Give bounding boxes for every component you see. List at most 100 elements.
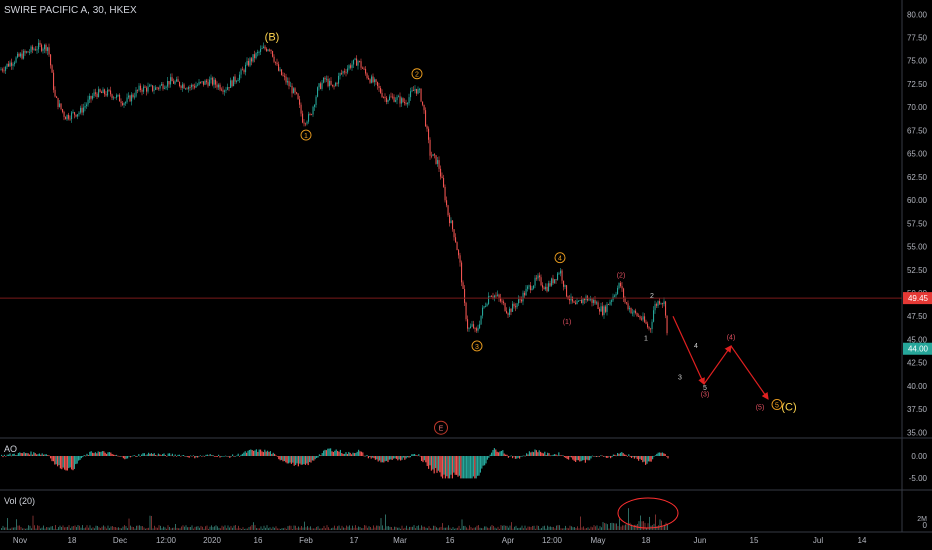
volume-bar bbox=[73, 526, 74, 530]
volume-bar bbox=[509, 525, 511, 530]
candle-body bbox=[318, 83, 320, 88]
volume-bar bbox=[149, 515, 151, 530]
candle-body bbox=[17, 53, 19, 58]
candle-body bbox=[42, 49, 44, 51]
ao-bar bbox=[512, 456, 514, 459]
volume-bar bbox=[515, 525, 517, 530]
candle-body bbox=[275, 61, 277, 63]
ao-bar bbox=[338, 451, 340, 456]
candle-body bbox=[63, 111, 65, 117]
candle-body bbox=[267, 49, 269, 51]
y-tick-label: 57.50 bbox=[907, 219, 928, 228]
candle-body bbox=[602, 306, 604, 316]
reference-price-tag bbox=[903, 292, 932, 305]
volume-bar bbox=[41, 527, 43, 530]
candle-body bbox=[270, 49, 272, 52]
candle-body bbox=[8, 63, 10, 67]
candle-body bbox=[30, 46, 32, 52]
ao-bar bbox=[9, 453, 11, 456]
volume-bar bbox=[265, 527, 266, 530]
ao-bar bbox=[187, 456, 189, 458]
volume-bar bbox=[575, 528, 577, 530]
ao-bar bbox=[234, 455, 236, 457]
candle-body bbox=[467, 319, 469, 329]
candle-body bbox=[510, 308, 512, 312]
x-tick-label: Jun bbox=[694, 536, 707, 545]
ao-bar bbox=[176, 456, 178, 457]
volume-bar bbox=[647, 523, 649, 530]
ao-bar bbox=[468, 456, 470, 479]
wave-label-circle bbox=[771, 399, 783, 410]
candle-body bbox=[356, 58, 358, 66]
volume-bar bbox=[160, 525, 161, 530]
candle-body bbox=[321, 82, 323, 89]
volume-bar bbox=[46, 526, 47, 530]
ao-bar bbox=[421, 456, 423, 461]
volume-bar bbox=[631, 524, 632, 530]
ao-bar bbox=[69, 456, 71, 468]
candle-body bbox=[171, 77, 173, 82]
volume-bar bbox=[307, 526, 308, 530]
wave-label: (B) bbox=[265, 32, 280, 44]
ao-bar bbox=[229, 456, 231, 458]
candle-body bbox=[29, 51, 31, 53]
ao-bar bbox=[537, 452, 539, 456]
x-tick-label: 18 bbox=[68, 536, 77, 545]
ao-bar bbox=[418, 454, 420, 456]
ao-bar bbox=[10, 455, 12, 457]
candle-body bbox=[342, 71, 344, 74]
candle-body bbox=[578, 300, 580, 302]
volume-bar bbox=[239, 527, 241, 530]
volume-bar bbox=[415, 528, 416, 530]
ao-bar bbox=[197, 456, 199, 458]
ao-bar bbox=[436, 456, 438, 473]
ao-bar bbox=[570, 456, 572, 458]
volume-bar bbox=[421, 525, 422, 530]
ao-bar bbox=[274, 453, 276, 456]
ao-bar bbox=[369, 456, 371, 457]
candle-body bbox=[492, 296, 494, 298]
ao-bar bbox=[540, 451, 542, 456]
ao-bar bbox=[36, 454, 38, 456]
volume-bar bbox=[536, 525, 538, 530]
volume-bar bbox=[95, 525, 97, 530]
candle-body bbox=[204, 80, 206, 85]
y-tick-label: 40.00 bbox=[907, 382, 928, 391]
candle-body bbox=[588, 299, 590, 301]
candle-body bbox=[371, 76, 373, 83]
volume-bar bbox=[79, 525, 80, 530]
candle-body bbox=[596, 302, 598, 304]
ao-bar bbox=[541, 452, 543, 456]
volume-bar bbox=[13, 527, 14, 530]
volume-bar bbox=[230, 525, 232, 530]
candle-body bbox=[428, 128, 430, 140]
candle-body bbox=[125, 102, 127, 104]
candle-body bbox=[515, 306, 517, 308]
candle-body bbox=[209, 79, 211, 86]
volume-bar bbox=[370, 527, 371, 530]
current-price-tag bbox=[903, 342, 932, 355]
ao-bar bbox=[190, 455, 192, 457]
candle-body bbox=[512, 303, 514, 312]
candle-body bbox=[375, 79, 377, 82]
candle-body bbox=[662, 303, 664, 305]
candle-body bbox=[122, 103, 124, 105]
volume-bar bbox=[107, 525, 109, 530]
ao-bar bbox=[391, 456, 393, 460]
ao-bar bbox=[64, 456, 66, 470]
ao-bar bbox=[240, 454, 242, 456]
volume-bar bbox=[533, 525, 535, 530]
candle-body bbox=[282, 75, 284, 76]
ao-bar bbox=[565, 456, 567, 458]
ao-bar bbox=[498, 452, 500, 456]
volume-bar bbox=[553, 526, 554, 530]
ao-bar bbox=[125, 456, 127, 459]
candle-body bbox=[299, 99, 301, 105]
volume-bar bbox=[551, 527, 553, 530]
ao-bar bbox=[211, 455, 213, 456]
volume-bar bbox=[368, 526, 370, 530]
volume-bar bbox=[389, 526, 391, 530]
ao-bar bbox=[208, 455, 210, 457]
volume-bar bbox=[16, 519, 17, 530]
